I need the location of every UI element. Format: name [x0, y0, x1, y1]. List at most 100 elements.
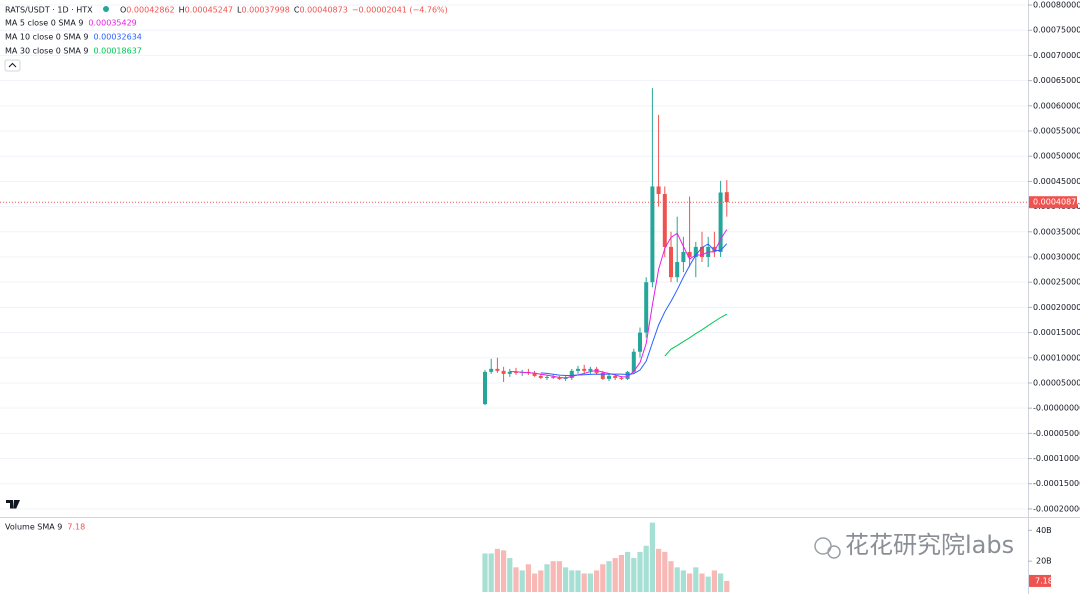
- candle-body: [681, 251, 686, 263]
- candle-body: [644, 282, 649, 333]
- candle-body: [576, 368, 580, 371]
- ma-line: [664, 313, 728, 357]
- candle-body: [687, 251, 692, 257]
- y-tick-label: 0.00065000: [1033, 76, 1080, 85]
- volume-bar: [649, 522, 655, 592]
- price-label: 0.00040873: [1033, 198, 1080, 207]
- volume-bar: [488, 553, 494, 592]
- wechat-icon: [827, 545, 841, 559]
- volume-bar: [699, 573, 705, 592]
- watermark-text: 花花研究院labs: [845, 531, 1014, 559]
- y-tick-label: 0.00070000: [1033, 51, 1080, 60]
- candle-body: [669, 246, 673, 278]
- volume-bar: [575, 570, 581, 592]
- volume-bar: [711, 570, 717, 592]
- ma-legend-value: 0.00018637: [94, 47, 142, 56]
- y-tick-label: 0.00080000: [1033, 1, 1080, 10]
- volume-bar: [618, 555, 624, 592]
- volume-bar: [501, 550, 507, 592]
- candle-body: [619, 377, 624, 379]
- volume-bar: [563, 567, 569, 592]
- price-label-bg: [1029, 196, 1077, 209]
- volume-bar: [668, 561, 674, 592]
- y-tick-label: 0.00030000: [1033, 252, 1080, 261]
- ohlc-value: 0.00040873: [299, 6, 347, 15]
- volume-bar: [693, 567, 699, 592]
- volume-bar: [662, 551, 668, 592]
- candle-body: [501, 370, 506, 374]
- y-tick-label: 0.00055000: [1033, 127, 1080, 136]
- candle-body: [532, 372, 537, 376]
- volume-bar: [507, 558, 513, 592]
- volume-label: 7.18: [1035, 576, 1053, 585]
- volume-bar: [581, 573, 587, 592]
- ma-line: [509, 229, 728, 379]
- ohlc-key: C: [294, 6, 300, 15]
- watermark: 花花研究院labs: [814, 531, 1014, 559]
- candle-body: [700, 246, 704, 257]
- volume-label-bg: [1029, 574, 1051, 587]
- candle-body: [545, 376, 549, 378]
- ma-legend-name: MA 30 close 0 SMA 9: [5, 47, 89, 56]
- candle-body: [495, 368, 500, 371]
- candle-body: [588, 368, 593, 371]
- candle-body: [483, 371, 487, 405]
- candle-body: [489, 368, 494, 372]
- ohlc-value: 0.00042862: [126, 6, 174, 15]
- volume-bar: [656, 548, 662, 592]
- status-dot: [103, 6, 109, 12]
- y-tick-label: -0.00010000: [1033, 454, 1080, 463]
- collapse-button[interactable]: [4, 59, 21, 72]
- ohlc-value: 0.00045247: [185, 6, 233, 15]
- candle-body: [551, 376, 556, 378]
- volume-bar: [494, 548, 500, 592]
- volume-bar: [643, 545, 649, 592]
- volume-bar: [674, 567, 680, 592]
- volume-bar: [625, 551, 631, 592]
- candle-body: [712, 246, 717, 252]
- volume-tick-label: 40B: [1036, 526, 1052, 535]
- y-tick-label: 0.00075000: [1033, 26, 1080, 35]
- volume-bar: [705, 576, 711, 592]
- volume-bar: [600, 564, 606, 592]
- y-tick-label: 0.00045000: [1033, 177, 1080, 186]
- candle-body: [631, 351, 636, 372]
- y-tick-label: -0.00015000: [1033, 479, 1080, 488]
- ohlc-key: L: [237, 6, 242, 15]
- y-tick-label: 0.00035000: [1033, 227, 1080, 236]
- y-tick-label: 0.00050000: [1033, 152, 1080, 161]
- volume-bar: [594, 570, 600, 592]
- candle-body: [724, 192, 729, 203]
- candle-body: [607, 375, 611, 379]
- volume-bar: [631, 558, 637, 592]
- volume-bar: [724, 580, 730, 592]
- y-tick-label: 0.00005000: [1033, 378, 1080, 387]
- y-tick-label: 0.00015000: [1033, 328, 1080, 337]
- logo: [6, 500, 20, 509]
- ma-legend-name: MA 10 close 0 SMA 9: [5, 33, 89, 42]
- volume-bar: [718, 573, 724, 592]
- candle-body: [638, 332, 642, 352]
- y-tick-label: 0.00020000: [1033, 303, 1080, 312]
- volume-bar: [532, 573, 538, 592]
- candle-body: [538, 375, 543, 378]
- y-tick-label: -0.00000000: [1033, 404, 1080, 413]
- volume-bar: [550, 561, 556, 592]
- volume-bar: [519, 570, 525, 592]
- volume-bar: [680, 570, 686, 592]
- volume-bar: [606, 561, 612, 592]
- y-tick-label: 0.00010000: [1033, 353, 1080, 362]
- change-value: −0.00002041 (−4.76%): [352, 6, 448, 15]
- candle-body: [650, 186, 655, 283]
- candle-body: [675, 262, 680, 278]
- y-tick-label: -0.00005000: [1033, 429, 1080, 438]
- volume-bar: [687, 573, 693, 592]
- candle-body: [569, 370, 574, 378]
- candle-body: [557, 377, 562, 379]
- volume-bar: [513, 567, 519, 592]
- volume-bar: [482, 553, 488, 592]
- symbol-title: RATS/USDT · 1D · HTX: [5, 6, 93, 15]
- ma-line: [540, 243, 728, 377]
